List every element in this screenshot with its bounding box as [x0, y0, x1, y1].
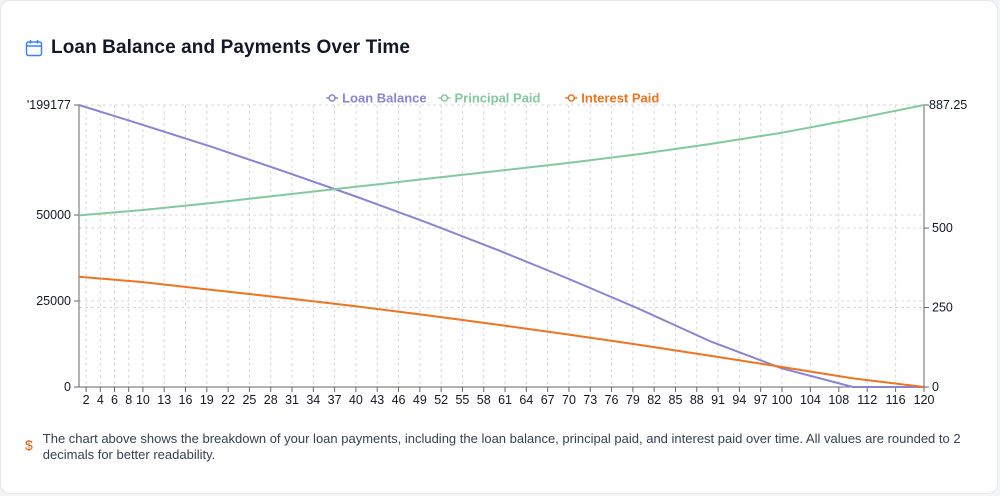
chart-title: Loan Balance and Payments Over Time: [51, 37, 411, 58]
note-text: The chart above shows the breakdown of y…: [42, 431, 961, 462]
x-tick-label: 97: [754, 393, 768, 407]
legend-dot-principal-paid: [440, 94, 449, 102]
calendar-icon: [25, 39, 43, 57]
x-tick-label: 73: [583, 393, 597, 407]
y-tick-label-left-top: '199177: [27, 98, 71, 112]
x-tick-label: 13: [157, 393, 171, 407]
y-tick-label-right: 250: [932, 301, 953, 315]
x-tick-label: 112: [857, 393, 877, 407]
x-tick-label: 43: [370, 393, 384, 407]
x-tick-label: 79: [626, 393, 640, 407]
x-tick-label: 40: [349, 393, 363, 407]
series-line-principal-paid: [78, 104, 925, 217]
x-tick-label: 55: [455, 393, 469, 407]
x-tick-label: 25: [242, 393, 256, 407]
x-tick-label: 46: [392, 393, 406, 407]
y-tick-label-left: 50000: [36, 208, 71, 222]
series-line-interest-paid: [78, 275, 925, 388]
x-tick-label: 61: [498, 393, 512, 407]
x-tick-label: 76: [605, 393, 619, 407]
x-tick-label: 37: [328, 393, 342, 407]
x-tick-label: 4: [97, 393, 104, 407]
legend-label-interest-paid: Interest Paid: [581, 91, 659, 106]
line-chart: 2 4 6 8 10 13 16 19 22 25 28 31 34 37 40 43 46 49 52 55 58 61…: [27, 91, 967, 408]
x-tick-label: 100: [772, 393, 793, 407]
chart-note: $ The chart above shows the breakdown of…: [25, 431, 975, 463]
y-tick-label-right: 0: [932, 380, 939, 394]
series-line-loan-balance: [78, 104, 924, 388]
x-tick-label: 58: [477, 393, 491, 407]
x-tick-label: 64: [519, 393, 533, 407]
x-tick-label: 70: [562, 393, 576, 407]
x-tick-label: 52: [434, 393, 448, 407]
x-tick-label: 104: [800, 393, 821, 407]
y-tick-label-right-top: 887.25: [929, 98, 967, 112]
x-tick-label: 22: [221, 393, 235, 407]
x-tick-label: 67: [541, 393, 555, 407]
x-tick-label: 116: [886, 393, 906, 407]
card-header: Loan Balance and Payments Over Time: [25, 37, 410, 59]
y-tick-label-left: 25000: [36, 294, 71, 308]
x-tick-label: 31: [285, 393, 299, 407]
x-tick-label: 49: [413, 393, 427, 407]
x-tick-label: 94: [732, 393, 746, 407]
x-tick-label: 120: [914, 393, 935, 407]
x-tick-label: 34: [306, 393, 320, 407]
x-tick-label: 16: [179, 393, 193, 407]
x-tick-label: 19: [200, 393, 214, 407]
legend-dot-loan-balance: [328, 94, 336, 102]
x-tick-label: 6: [111, 393, 118, 407]
x-tick-label: 82: [647, 393, 661, 407]
legend-label-loan-balance: Loan Balance: [342, 91, 427, 106]
x-tick-label: 91: [711, 393, 725, 407]
x-tick-label: 85: [669, 393, 683, 407]
x-tick-label: 10: [136, 393, 150, 407]
legend-label-principal-paid: Principal Paid: [455, 91, 541, 106]
x-tick-label: 28: [264, 393, 278, 407]
x-tick-label: 8: [125, 393, 132, 407]
y-tick-label-left: 0: [64, 380, 71, 394]
x-tick-label: 2: [83, 393, 90, 407]
x-tick-label: 88: [690, 393, 704, 407]
y-tick-label-right: 500: [932, 221, 953, 235]
dollar-icon: $: [25, 437, 33, 453]
legend-dot-interest-paid: [567, 94, 576, 102]
x-tick-label: 108: [828, 393, 849, 407]
